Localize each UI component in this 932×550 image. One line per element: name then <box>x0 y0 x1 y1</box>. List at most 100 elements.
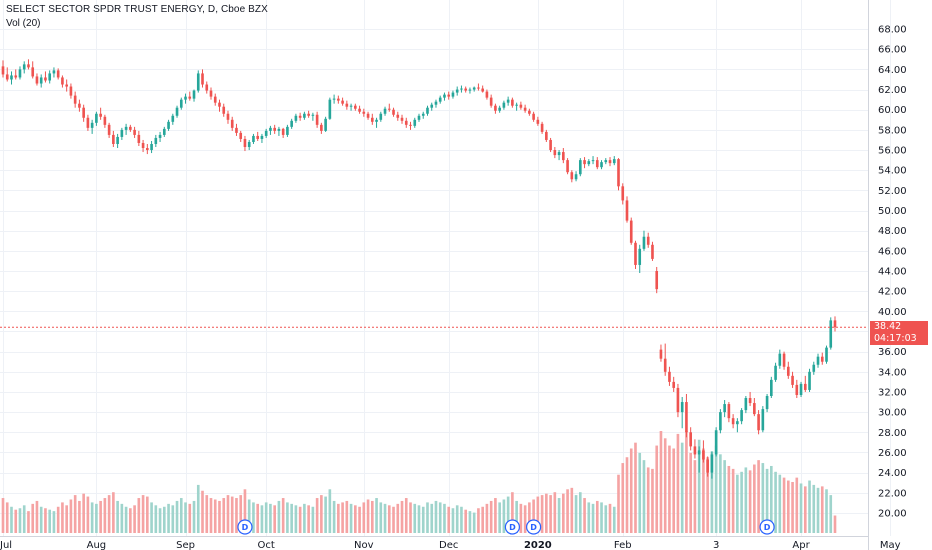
volume-bar <box>10 506 13 533</box>
volume-bar <box>392 506 395 533</box>
candle-body <box>277 128 281 131</box>
volume-bar <box>498 502 501 533</box>
volume-bar <box>426 502 429 533</box>
volume-bar <box>95 503 98 533</box>
candle-body <box>426 107 429 114</box>
volume-bar <box>655 445 659 533</box>
candle-body <box>719 412 722 431</box>
volume-indicator-label[interactable]: Vol (20) <box>6 18 41 29</box>
candle-body <box>192 90 196 99</box>
candle <box>354 103 357 111</box>
bar-countdown-label: 04:17:03 <box>870 333 928 346</box>
volume-bar <box>689 452 692 533</box>
volume-bar <box>269 503 272 533</box>
candle-body <box>744 398 748 411</box>
candle-body <box>545 131 548 140</box>
volume-bar <box>150 502 153 533</box>
candle <box>421 111 425 119</box>
candle-body <box>570 172 574 180</box>
candle-body <box>337 98 340 101</box>
volume-bar <box>273 505 276 533</box>
candle <box>150 140 153 154</box>
candle <box>78 99 81 112</box>
candle <box>103 114 107 128</box>
candle-body <box>188 96 192 99</box>
candle-body <box>723 404 726 413</box>
candle-body <box>829 320 833 348</box>
volume-bars <box>1 431 837 533</box>
candle <box>281 127 285 138</box>
price-tick-label: 28.00 <box>878 428 907 439</box>
candle <box>73 91 77 108</box>
candle <box>629 217 633 245</box>
candle-body <box>73 95 77 104</box>
candle-body <box>481 88 484 92</box>
time-tick-label: Dec <box>439 540 458 550</box>
volume-bar <box>1 498 5 533</box>
volume-bar <box>375 498 378 533</box>
dividend-marker[interactable]: D <box>526 519 542 535</box>
candle <box>1 60 5 78</box>
price-tick-label: 46.00 <box>878 246 907 257</box>
candle-body <box>540 123 544 132</box>
volume-bar <box>39 506 43 533</box>
candle <box>192 89 196 102</box>
candle <box>375 117 378 128</box>
time-tick-label: 2020 <box>524 540 552 550</box>
candle-body <box>736 421 739 425</box>
volume-bar <box>239 495 243 533</box>
candle-body <box>595 160 599 168</box>
volume-bar <box>625 457 629 533</box>
volume-bar <box>124 506 128 533</box>
volume-bar <box>511 492 514 533</box>
candle <box>612 156 616 166</box>
candle <box>86 114 90 131</box>
candle-body <box>82 107 85 118</box>
volume-bar <box>438 502 442 533</box>
dividend-marker[interactable]: D <box>504 519 520 535</box>
dividend-marker[interactable]: D <box>759 519 775 535</box>
volume-bar <box>129 508 132 533</box>
dividend-marker-label: D <box>530 523 537 532</box>
candle-body <box>574 174 578 180</box>
volume-bar <box>103 498 107 533</box>
candle-body <box>430 104 434 108</box>
time-tick-label: Oct <box>258 540 275 550</box>
volume-bar <box>409 502 412 533</box>
volume-bar <box>825 489 828 533</box>
candle <box>600 160 603 170</box>
candle-body <box>290 120 293 127</box>
volume-bar <box>714 445 718 533</box>
volume-bar <box>99 500 102 533</box>
candle <box>451 90 455 99</box>
volume-bar <box>154 505 158 533</box>
volume-bar <box>146 496 149 533</box>
candle-body <box>35 76 39 84</box>
candle-body <box>506 99 510 103</box>
candle-body <box>141 142 145 149</box>
volume-bar <box>799 483 803 533</box>
dividend-marker[interactable]: D <box>237 519 253 535</box>
candle <box>5 67 9 82</box>
price-tick-label: 44.00 <box>878 267 907 278</box>
price-tick-label: 32.00 <box>878 387 907 398</box>
volume-bar <box>693 460 697 533</box>
candle-body <box>345 103 349 107</box>
volume-bar <box>774 471 777 533</box>
candle-body <box>400 117 404 121</box>
volume-bar <box>753 464 756 533</box>
time-axis[interactable]: Jul Aug Sep Oct Nov Dec 2020 Feb 3 Apr May <box>0 540 901 550</box>
candle-body <box>485 91 489 98</box>
volume-bar <box>349 503 353 533</box>
candle-body <box>44 77 47 81</box>
volume-bar <box>447 506 451 533</box>
price-axis[interactable]: 68.00 66.00 64.00 62.00 60.00 58.00 56.00 54.00… <box>878 25 907 520</box>
candle-body <box>328 99 332 119</box>
candle-body <box>366 113 370 118</box>
candle <box>175 105 179 118</box>
volume-bar <box>557 498 561 533</box>
volume-bar <box>243 489 247 533</box>
candle-body <box>646 236 650 245</box>
